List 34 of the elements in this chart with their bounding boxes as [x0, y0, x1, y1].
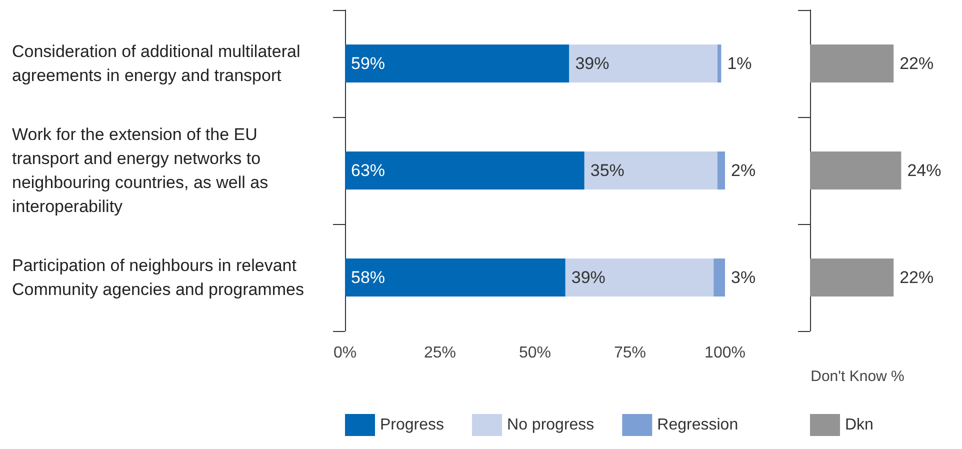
data-label: 63%: [351, 161, 386, 180]
x-tick-label: 75%: [614, 344, 646, 362]
data-label: 58%: [351, 268, 386, 287]
data-label: 59%: [351, 54, 386, 73]
data-label: 22%: [900, 268, 934, 287]
data-label: 3%: [731, 268, 756, 287]
legend-label: No progress: [507, 416, 594, 434]
data-label: 35%: [590, 161, 624, 180]
bar: [345, 44, 570, 82]
y-tick-label: Participation of neighbours in relevant Community agencies and programmes: [12, 256, 304, 299]
bar: [717, 152, 725, 190]
x-tick-label: 0%: [333, 344, 357, 362]
bar: [569, 44, 718, 82]
data-label: 22%: [900, 54, 934, 73]
data-label: 39%: [575, 54, 610, 73]
bar: [714, 258, 725, 296]
legend-label: Progress: [380, 416, 444, 434]
data-label: 1%: [727, 54, 752, 73]
data-label: 24%: [907, 161, 942, 180]
bar: [345, 152, 584, 190]
x-tick-label: 100%: [704, 344, 746, 362]
bar: [584, 152, 718, 190]
x-tick-label: 50%: [518, 344, 552, 362]
x-axis-title: Don't Know %: [810, 368, 904, 385]
bar: [565, 258, 714, 296]
bar: [345, 258, 566, 296]
data-label: 2%: [731, 161, 756, 180]
legend-label: Regression: [657, 416, 738, 434]
y-tick-label: Consideration of additional multilateral agreements in energy and transport: [12, 42, 305, 85]
x-tick-label: 25%: [424, 344, 456, 362]
data-label: 39%: [571, 268, 606, 287]
legend-label: Dkn: [845, 416, 874, 434]
bar: [717, 44, 722, 82]
y-tick-label: Work for the extension of the EU transport and energy networks to neighbouring countries, as well as interoperability: [12, 125, 273, 216]
